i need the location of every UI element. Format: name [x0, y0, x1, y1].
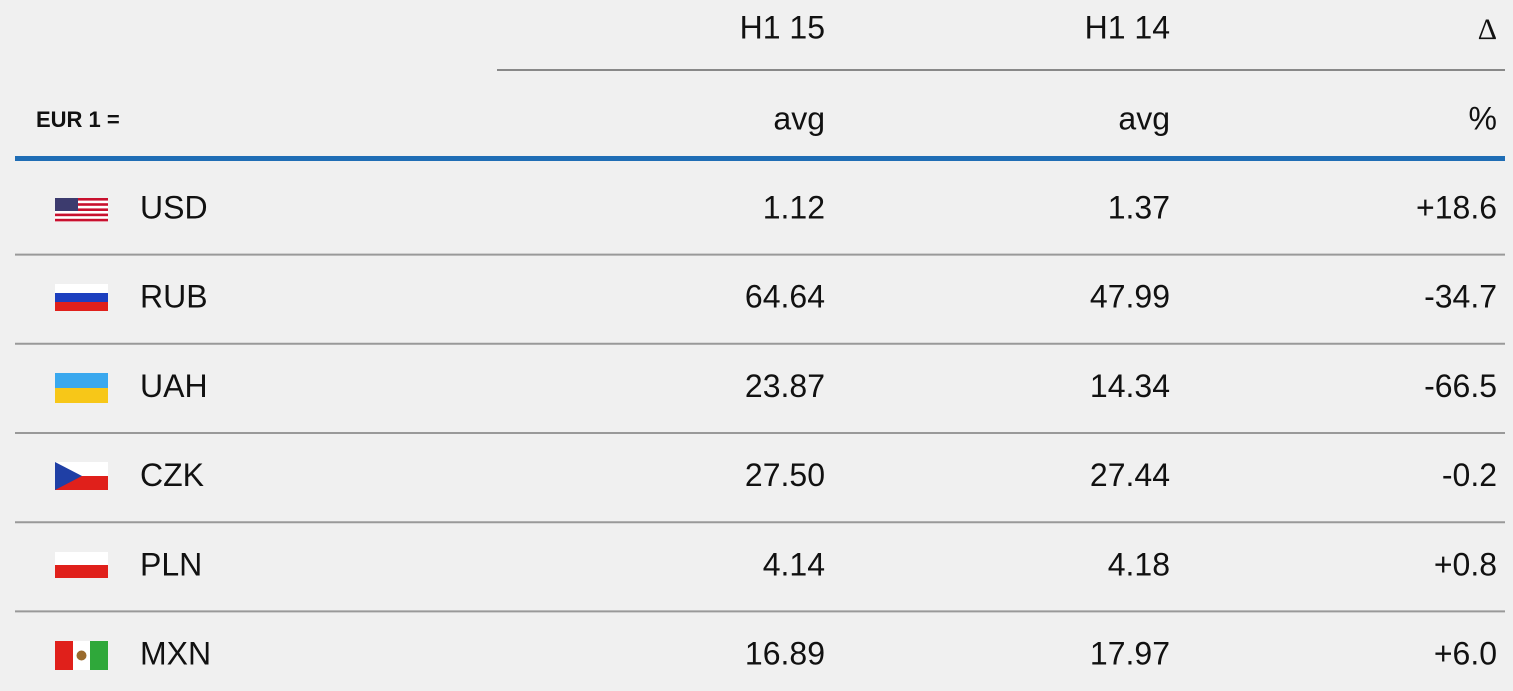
change-pct: -66.5 — [1424, 368, 1497, 404]
h1-14-avg: 47.99 — [1090, 279, 1170, 315]
delta-header: Δ — [1478, 13, 1497, 46]
h1-14-avg: 1.37 — [1108, 189, 1170, 225]
h1-15-avg: 4.14 — [763, 546, 825, 582]
change-pct: +0.8 — [1434, 546, 1497, 582]
header-rule — [15, 156, 1505, 161]
h1-14-avg: 14.34 — [1090, 368, 1170, 404]
period-header: H1 14 — [1085, 9, 1170, 45]
currency: RUB — [140, 279, 208, 315]
flag-czech — [55, 462, 108, 490]
currency: USD — [140, 189, 208, 225]
change-pct: +6.0 — [1434, 635, 1497, 671]
h1-14-avg: 27.44 — [1090, 457, 1170, 493]
currency: PLN — [140, 546, 202, 582]
base-label: EUR 1 = — [36, 107, 120, 132]
flag-usa — [55, 198, 108, 222]
currency: UAH — [140, 368, 208, 404]
currency: MXN — [140, 635, 211, 671]
unit-header: avg — [773, 100, 825, 136]
change-pct: -0.2 — [1442, 457, 1497, 493]
currency: CZK — [140, 457, 204, 493]
h1-14-avg: 17.97 — [1090, 635, 1170, 671]
flag-poland — [55, 552, 108, 578]
h1-15-avg: 27.50 — [745, 457, 825, 493]
h1-15-avg: 64.64 — [745, 279, 825, 315]
h1-15-avg: 1.12 — [763, 189, 825, 225]
flag-mexico — [55, 641, 108, 670]
h1-14-avg: 4.18 — [1108, 546, 1170, 582]
flag-russia — [55, 284, 108, 311]
unit-header: avg — [1118, 100, 1170, 136]
unit-header: % — [1469, 100, 1497, 136]
flag-ukraine — [55, 373, 108, 403]
change-pct: -34.7 — [1424, 279, 1497, 315]
h1-15-avg: 23.87 — [745, 368, 825, 404]
period-header: H1 15 — [740, 9, 825, 45]
change-pct: +18.6 — [1416, 189, 1497, 225]
h1-15-avg: 16.89 — [745, 635, 825, 671]
